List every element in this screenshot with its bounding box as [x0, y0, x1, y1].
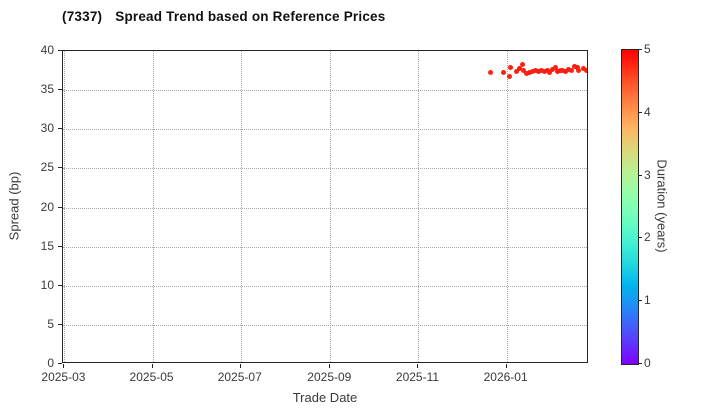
x-tick-label: 2025-03: [41, 370, 86, 384]
data-point: [533, 68, 539, 74]
data-point: [550, 67, 556, 73]
gridline: [152, 51, 154, 362]
data-point: [507, 73, 513, 79]
colorbar-tick: [639, 49, 642, 50]
y-tick-label: 15: [40, 238, 54, 253]
y-tick-label: 35: [40, 82, 54, 97]
axis-tick: [505, 364, 507, 368]
colorbar-tick-label: 0: [644, 356, 651, 370]
axis-tick: [58, 206, 62, 208]
data-point: [576, 68, 582, 74]
y-tick-label: 5: [47, 316, 54, 331]
ticker-code: (7337): [62, 9, 103, 24]
gridline: [63, 129, 587, 131]
plot-area: [62, 50, 588, 363]
data-point: [574, 64, 580, 70]
gridline: [63, 207, 587, 209]
y-tick-label: 20: [40, 199, 54, 214]
axis-tick: [58, 167, 62, 169]
gridline: [63, 168, 587, 170]
colorbar-tick-label: 2: [644, 230, 651, 245]
gridline: [506, 51, 508, 362]
gridline: [63, 90, 587, 92]
colorbar-tick-label: 4: [644, 104, 651, 119]
x-tick-label: 2026-01: [483, 370, 528, 384]
gridline: [240, 51, 242, 362]
axis-tick: [58, 284, 62, 286]
colorbar-tick: [639, 174, 642, 176]
gridline: [418, 51, 420, 362]
gridline: [64, 51, 66, 362]
data-point: [560, 68, 566, 74]
data-point: [508, 64, 514, 70]
chart-title-text: Spread Trend based on Reference Prices: [115, 9, 386, 24]
data-point: [547, 69, 553, 75]
colorbar-tick: [639, 237, 642, 239]
y-tick-label: 25: [40, 160, 54, 175]
data-point: [514, 68, 520, 74]
axis-tick: [417, 364, 419, 368]
colorbar-tick-label: 5: [644, 42, 651, 56]
data-point: [563, 68, 569, 74]
axis-tick: [58, 128, 62, 130]
data-point: [544, 68, 550, 74]
data-point: [572, 64, 578, 70]
data-point: [554, 68, 560, 74]
data-point: [583, 68, 587, 74]
data-point: [527, 69, 533, 75]
data-point: [520, 61, 526, 67]
gridline: [63, 246, 587, 248]
axis-tick: [58, 50, 62, 51]
x-axis-label: Trade Date: [292, 390, 358, 405]
colorbar-tick: [639, 300, 642, 302]
axis-tick: [329, 364, 331, 368]
data-point: [517, 66, 523, 72]
gridline: [63, 324, 587, 326]
y-tick-label: 40: [40, 43, 54, 57]
axis-tick: [239, 364, 241, 368]
data-point: [580, 66, 586, 72]
colorbar-tick: [639, 363, 642, 364]
chart-title: (7337) Spread Trend based on Reference Pr…: [62, 9, 385, 24]
y-tick-label: 30: [40, 121, 54, 136]
axis-tick: [151, 364, 153, 368]
data-point: [524, 71, 530, 77]
y-tick-label: 0: [47, 356, 54, 370]
gridline: [330, 51, 332, 362]
data-point: [566, 67, 572, 73]
axis-tick: [58, 323, 62, 325]
x-tick-label: 2025-07: [217, 370, 262, 384]
y-tick-label: 10: [40, 277, 54, 292]
x-tick-label: 2025-09: [307, 370, 352, 384]
colorbar-tick-label: 3: [644, 167, 651, 182]
axis-tick: [58, 363, 62, 364]
colorbar-gradient: [621, 49, 639, 365]
axis-tick: [58, 245, 62, 247]
x-tick-label: 2025-11: [395, 370, 440, 384]
data-point: [541, 68, 547, 74]
data-point: [553, 64, 559, 70]
data-point: [521, 68, 527, 74]
gridline: [63, 285, 587, 287]
x-tick-label: 2025-05: [129, 370, 174, 384]
data-point: [535, 68, 541, 74]
data-point: [488, 70, 494, 76]
data-point: [501, 70, 507, 76]
colorbar-tick-label: 1: [644, 293, 651, 308]
data-point: [569, 68, 575, 74]
data-point: [538, 68, 544, 74]
data-point: [557, 68, 563, 74]
axis-tick: [63, 364, 65, 368]
colorbar-label: Duration (years): [654, 159, 670, 253]
colorbar-tick: [639, 111, 642, 113]
data-point: [530, 68, 536, 74]
axis-tick: [58, 89, 62, 91]
